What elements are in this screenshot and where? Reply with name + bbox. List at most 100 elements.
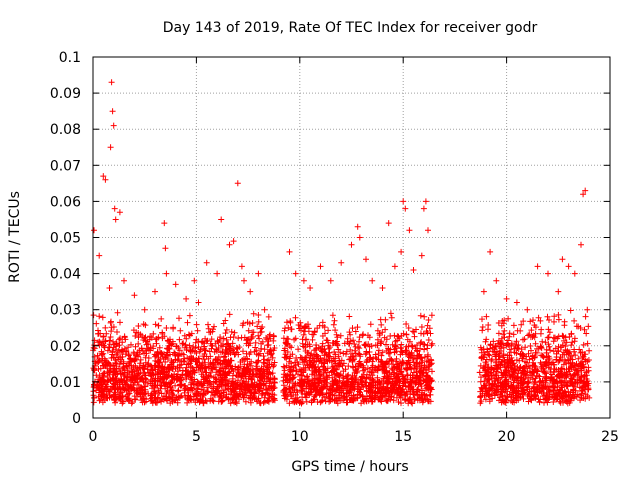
data-point — [402, 205, 409, 212]
data-point — [578, 241, 584, 248]
data-point — [565, 263, 572, 270]
data-point — [230, 238, 237, 245]
data-point — [110, 122, 117, 129]
data-point — [203, 259, 210, 266]
data-point — [391, 263, 398, 270]
y-tick-label: 0.07 — [50, 158, 81, 174]
data-point — [107, 144, 114, 151]
data-point — [513, 299, 520, 306]
data-point — [111, 205, 118, 212]
x-tick-label: 20 — [498, 429, 516, 445]
data-point — [582, 187, 589, 194]
dense-marker-cloud — [280, 310, 436, 407]
data-point — [195, 299, 202, 306]
x-tick-label: 5 — [192, 429, 201, 445]
data-markers — [90, 79, 593, 407]
y-axis-label: ROTI / TECUs — [7, 191, 23, 283]
data-point — [338, 259, 345, 266]
x-tick-label: 0 — [89, 429, 98, 445]
x-tick-label: 15 — [394, 429, 412, 445]
data-point — [238, 263, 245, 270]
data-point — [422, 198, 429, 205]
data-point — [91, 227, 97, 234]
y-tick-label: 0.1 — [59, 50, 81, 66]
data-point — [265, 313, 272, 320]
data-point — [100, 173, 107, 180]
data-point — [300, 277, 307, 284]
data-point — [493, 277, 500, 284]
data-point — [255, 270, 262, 277]
data-point — [420, 205, 427, 212]
data-point — [363, 256, 369, 263]
data-point — [354, 223, 361, 230]
data-point — [152, 288, 158, 295]
y-tick-label: 0.06 — [50, 194, 81, 210]
x-axis-label: GPS time / hours — [291, 459, 408, 475]
data-point — [369, 277, 376, 284]
data-point — [218, 216, 225, 223]
data-point — [503, 295, 510, 302]
data-point — [183, 295, 190, 302]
data-point — [161, 220, 168, 227]
data-point — [534, 263, 541, 270]
data-point — [398, 248, 405, 255]
data-point — [418, 252, 425, 259]
data-point — [226, 241, 233, 248]
data-point — [106, 285, 113, 291]
data-point — [191, 277, 198, 284]
data-point — [317, 263, 324, 270]
data-point — [102, 176, 109, 183]
y-tick-label: 0.05 — [50, 231, 81, 247]
dense-marker-cloud — [476, 307, 593, 407]
chart-title: Day 143 of 2019, Rate Of TEC Index for r… — [163, 20, 538, 36]
dense-marker-cloud — [90, 309, 278, 407]
data-point — [247, 288, 254, 295]
x-tick-label: 25 — [601, 429, 619, 445]
y-tick-label: 0.08 — [50, 122, 81, 138]
data-point — [163, 270, 170, 277]
data-point — [348, 241, 355, 248]
data-point — [241, 277, 247, 284]
data-point — [356, 234, 363, 241]
data-point — [292, 270, 299, 277]
data-point — [327, 277, 334, 284]
data-point — [116, 209, 123, 216]
data-point — [480, 288, 487, 295]
y-tick-label: 0.02 — [50, 339, 81, 355]
data-point — [385, 220, 392, 227]
axis-ticks: 0 5 10 15 20 25 0 0.01 0.02 0.03 0.04 0.05 0.06 0.07 0… — [50, 50, 619, 445]
data-point — [172, 281, 179, 288]
data-point — [555, 288, 562, 295]
data-point — [406, 227, 413, 234]
y-tick-label: 0 — [72, 411, 81, 427]
y-tick-label: 0.03 — [50, 303, 81, 319]
data-point — [571, 270, 578, 277]
data-point — [234, 180, 241, 187]
data-point — [545, 270, 551, 277]
y-tick-label: 0.01 — [50, 375, 81, 391]
data-point — [487, 248, 494, 255]
data-point — [96, 252, 103, 259]
data-point — [112, 216, 119, 223]
data-point — [108, 79, 115, 86]
y-tick-label: 0.04 — [50, 267, 81, 283]
y-tick-label: 0.09 — [50, 86, 81, 102]
data-point — [425, 227, 431, 234]
data-point — [559, 256, 566, 263]
data-point — [307, 285, 314, 291]
data-point — [162, 245, 169, 252]
data-point — [121, 277, 127, 284]
data-point — [261, 306, 268, 313]
data-point — [286, 248, 293, 255]
data-point — [584, 306, 591, 313]
data-point — [400, 198, 407, 205]
data-point — [379, 285, 386, 291]
data-point — [141, 306, 148, 313]
data-point — [131, 292, 138, 299]
data-point — [580, 191, 587, 198]
data-point — [410, 267, 417, 273]
data-point — [214, 270, 221, 277]
x-tick-label: 10 — [291, 429, 309, 445]
